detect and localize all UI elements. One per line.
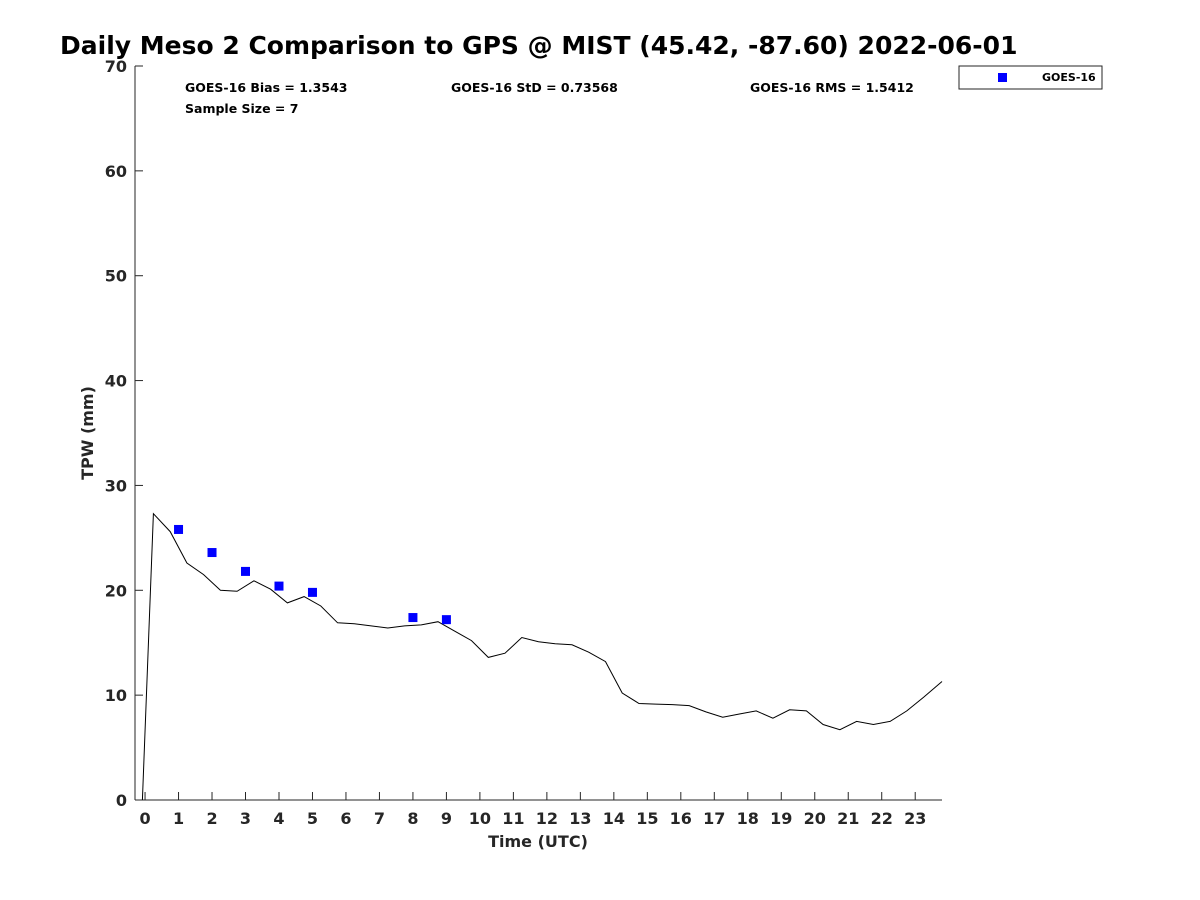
y-tick-label: 40 [105,372,127,391]
gps-tpw-line [141,512,943,801]
x-tick-label: 3 [240,809,251,828]
goes16-point [274,581,284,591]
x-tick-label: 10 [469,809,491,828]
x-tick-label: 1 [173,809,184,828]
x-tick-label: 21 [837,809,859,828]
std-stat: GOES-16 StD = 0.73568 [451,80,618,95]
x-tick-label: 15 [636,809,658,828]
y-axis-label: TPW (mm) [78,386,97,480]
y-tick-label: 30 [105,476,127,495]
y-axis-ticks: 0 10 20 30 40 50 60 70 [105,57,143,810]
x-tick-label: 22 [871,809,893,828]
legend-label-goes16: GOES-16 [1042,71,1096,84]
x-tick-label: 7 [374,809,385,828]
y-tick-label: 20 [105,581,127,600]
chart-title: Daily Meso 2 Comparison to GPS @ MIST (4… [60,31,1017,60]
goes16-point [241,566,251,576]
y-tick-label: 0 [116,791,127,810]
x-tick-label: 5 [307,809,318,828]
bias-stat: GOES-16 Bias = 1.3543 [185,80,347,95]
x-tick-label: 6 [340,809,351,828]
x-axis-ticks: 0 1 2 3 4 5 6 7 8 9 10 11 12 13 14 15 16 17 18 19 20 21 22 23 [139,792,926,828]
x-tick-label: 18 [737,809,759,828]
data-series-layer [141,512,943,801]
x-tick-label: 0 [139,809,150,828]
x-tick-label: 12 [536,809,558,828]
x-tick-label: 4 [273,809,284,828]
x-tick-label: 20 [804,809,826,828]
x-tick-label: 9 [441,809,452,828]
rms-stat: GOES-16 RMS = 1.5412 [750,80,914,95]
x-tick-label: 14 [603,809,625,828]
legend-marker-goes16 [998,73,1007,82]
legend: GOES-16 [958,65,1103,90]
x-tick-label: 2 [206,809,217,828]
x-tick-label: 16 [670,809,692,828]
goes16-point [307,587,317,597]
x-tick-label: 17 [703,809,725,828]
y-tick-label: 10 [105,686,127,705]
x-tick-label: 19 [770,809,792,828]
sample-size-stat: Sample Size = 7 [185,101,298,116]
x-tick-label: 13 [569,809,591,828]
y-tick-label: 60 [105,162,127,181]
goes16-point [207,548,217,558]
y-tick-label: 70 [105,57,127,76]
goes16-point [441,615,451,625]
x-axis-label: Time (UTC) [488,832,588,851]
legend-box [958,65,1103,90]
y-tick-label: 50 [105,267,127,286]
x-tick-label: 23 [904,809,926,828]
goes16-point [408,613,418,623]
x-tick-label: 8 [407,809,418,828]
x-tick-label: 11 [502,809,524,828]
goes16-point [174,524,184,534]
